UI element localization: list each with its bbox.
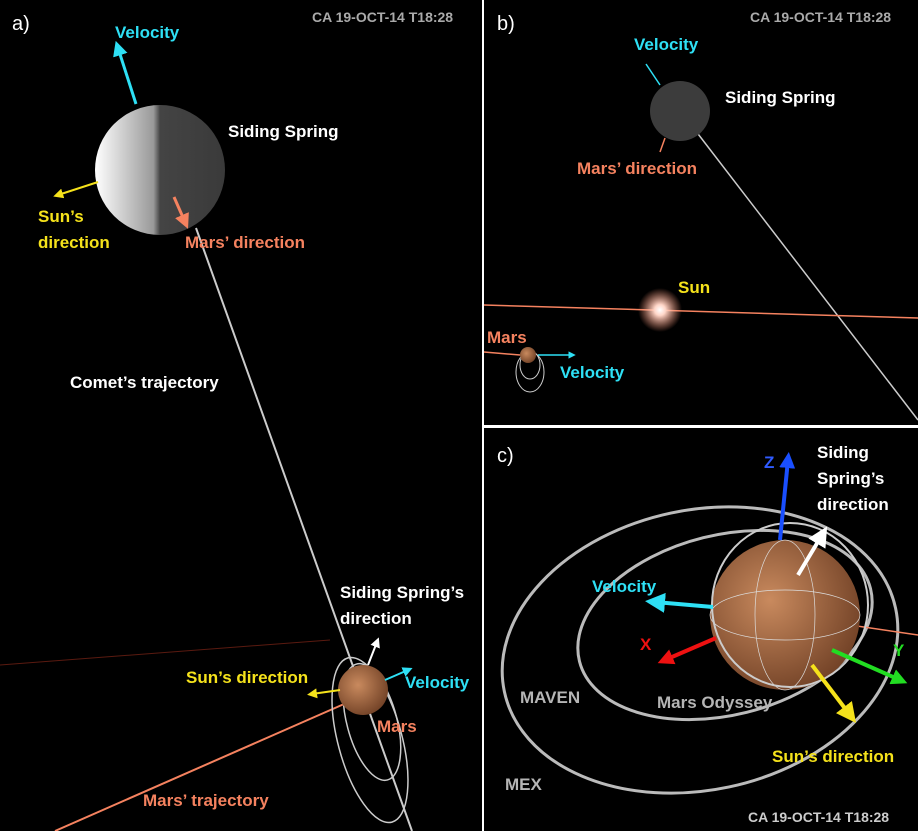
label: Siding Spring (228, 122, 339, 141)
orbit (342, 662, 402, 782)
y-axis-arrow (831, 648, 908, 685)
panel-bg (484, 0, 918, 425)
comet-trajectory-line (195, 227, 413, 831)
label: Siding Spring’s (340, 583, 464, 602)
label: Mars (377, 717, 417, 736)
mars-trajectory-line (849, 624, 918, 636)
panel-label: b) (497, 13, 515, 35)
panel-a: a) CA 19-OCT-14 T18:28 Velocity Siding S… (0, 0, 482, 831)
label: Mars’ direction (185, 233, 305, 252)
label: Sun’s direction (772, 747, 894, 766)
velocity-arrow (113, 40, 138, 105)
label: Siding (817, 443, 869, 462)
panel-label: c) (497, 445, 514, 467)
label: X (640, 635, 652, 654)
velocity-arrow (384, 667, 413, 681)
panel-b: b) CA 19-OCT-14 T18:28 Velocity Siding S… (483, 0, 918, 425)
label: Velocity (115, 23, 180, 42)
mars-trajectory-line (54, 696, 361, 831)
label: MAVEN (520, 688, 580, 707)
orbit (331, 656, 409, 824)
label: Y (893, 641, 905, 660)
comet-trajectory-line (694, 129, 918, 421)
siding-spring-arrow (796, 526, 828, 577)
mars-trajectory-line (483, 304, 918, 319)
mars (338, 665, 388, 715)
label: direction (38, 233, 110, 252)
panel-label: a) (12, 13, 30, 35)
grid (709, 589, 861, 641)
sun-arrow (53, 181, 99, 199)
mars-arrow (172, 196, 189, 229)
panel-bg (0, 0, 482, 831)
faint-line (0, 639, 331, 666)
sun-arrow (810, 663, 857, 723)
siding-spring-arrow (367, 637, 380, 666)
label: Sun’s direction (186, 668, 308, 687)
x-axis-arrow (657, 636, 717, 665)
label: Mars Odyssey (657, 693, 773, 712)
velocity-arrow (645, 592, 714, 613)
sun-arrow (307, 688, 341, 699)
label: Velocity (592, 577, 657, 596)
grid (754, 539, 816, 691)
label: Mars’ trajectory (143, 791, 269, 810)
label: Spring’s (817, 469, 884, 488)
timestamp: CA 19-OCT-14 T18:28 (750, 9, 891, 25)
label: Sun’s (38, 207, 84, 226)
label: Siding Spring (725, 88, 836, 107)
label: direction (340, 609, 412, 628)
orbit-maven (576, 528, 874, 722)
mars-arrow (659, 137, 666, 153)
label: Velocity (405, 673, 470, 692)
comet (95, 105, 225, 235)
timestamp: CA 19-OCT-14 T18:28 (748, 809, 889, 825)
label: direction (817, 495, 889, 514)
z-axis-arrow (778, 452, 796, 541)
label: Comet’s trajectory (70, 373, 219, 392)
panel-c: c) Z Siding Spring’s direction Velocity … (484, 428, 918, 831)
label: Velocity (560, 363, 625, 382)
comet (650, 81, 710, 141)
label: Velocity (634, 35, 699, 54)
orbit-mex (500, 505, 900, 795)
velocity-arrow (645, 63, 661, 86)
label: MEX (505, 775, 543, 794)
timestamp: CA 19-OCT-14 T18:28 (312, 9, 453, 25)
label: Mars (487, 328, 527, 347)
mars (710, 540, 860, 690)
mars-trajectory-line (483, 351, 521, 356)
label: Sun (678, 278, 710, 297)
mars (520, 347, 536, 363)
sun (638, 288, 682, 332)
label: Z (764, 453, 774, 472)
label: Mars’ direction (577, 159, 697, 178)
